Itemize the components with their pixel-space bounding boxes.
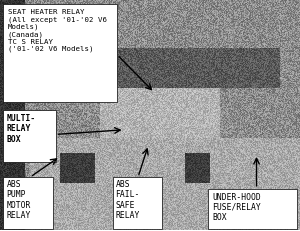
Text: UNDER-HOOD
FUSE/RELAY
BOX: UNDER-HOOD FUSE/RELAY BOX bbox=[212, 192, 261, 222]
FancyBboxPatch shape bbox=[3, 177, 52, 229]
FancyBboxPatch shape bbox=[3, 5, 117, 103]
Text: ABS
PUMP
MOTOR
RELAY: ABS PUMP MOTOR RELAY bbox=[7, 179, 31, 219]
FancyBboxPatch shape bbox=[3, 111, 56, 162]
Text: SEAT HEATER RELAY
(All except '01-'02 V6
Models)
(Canada)
TC S RELAY
('01-'02 V6: SEAT HEATER RELAY (All except '01-'02 V6… bbox=[8, 9, 106, 52]
FancyBboxPatch shape bbox=[208, 189, 297, 229]
Text: ABS
FAIL-
SAFE
RELAY: ABS FAIL- SAFE RELAY bbox=[116, 179, 140, 219]
FancyBboxPatch shape bbox=[112, 177, 162, 229]
Text: MULTI-
RELAY
BOX: MULTI- RELAY BOX bbox=[7, 113, 36, 143]
